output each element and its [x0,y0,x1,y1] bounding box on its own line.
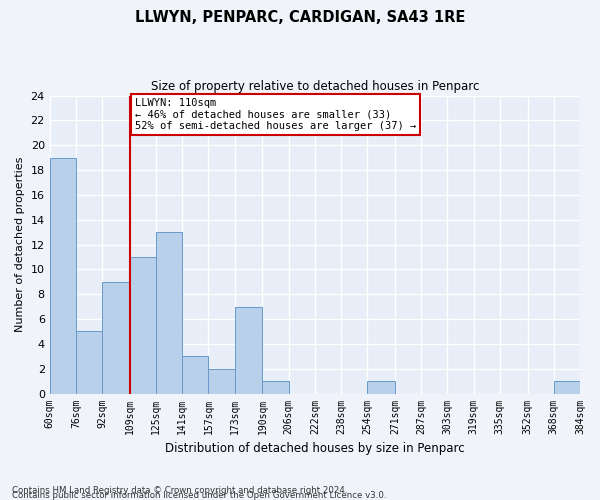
Bar [235,306,262,394]
Bar [130,257,156,394]
Title: Size of property relative to detached houses in Penparc: Size of property relative to detached ho… [151,80,479,93]
Bar [208,368,235,394]
Bar [367,381,395,394]
Bar [554,381,580,394]
Bar [182,356,208,394]
Bar [262,381,289,394]
Text: LLWYN, PENPARC, CARDIGAN, SA43 1RE: LLWYN, PENPARC, CARDIGAN, SA43 1RE [135,10,465,25]
Y-axis label: Number of detached properties: Number of detached properties [15,157,25,332]
Bar [102,282,130,394]
Bar [76,332,102,394]
X-axis label: Distribution of detached houses by size in Penparc: Distribution of detached houses by size … [165,442,464,455]
Bar [50,158,76,394]
Text: Contains public sector information licensed under the Open Government Licence v3: Contains public sector information licen… [12,491,386,500]
Bar [156,232,182,394]
Text: LLWYN: 110sqm
← 46% of detached houses are smaller (33)
52% of semi-detached hou: LLWYN: 110sqm ← 46% of detached houses a… [135,98,416,131]
Text: Contains HM Land Registry data © Crown copyright and database right 2024.: Contains HM Land Registry data © Crown c… [12,486,347,495]
